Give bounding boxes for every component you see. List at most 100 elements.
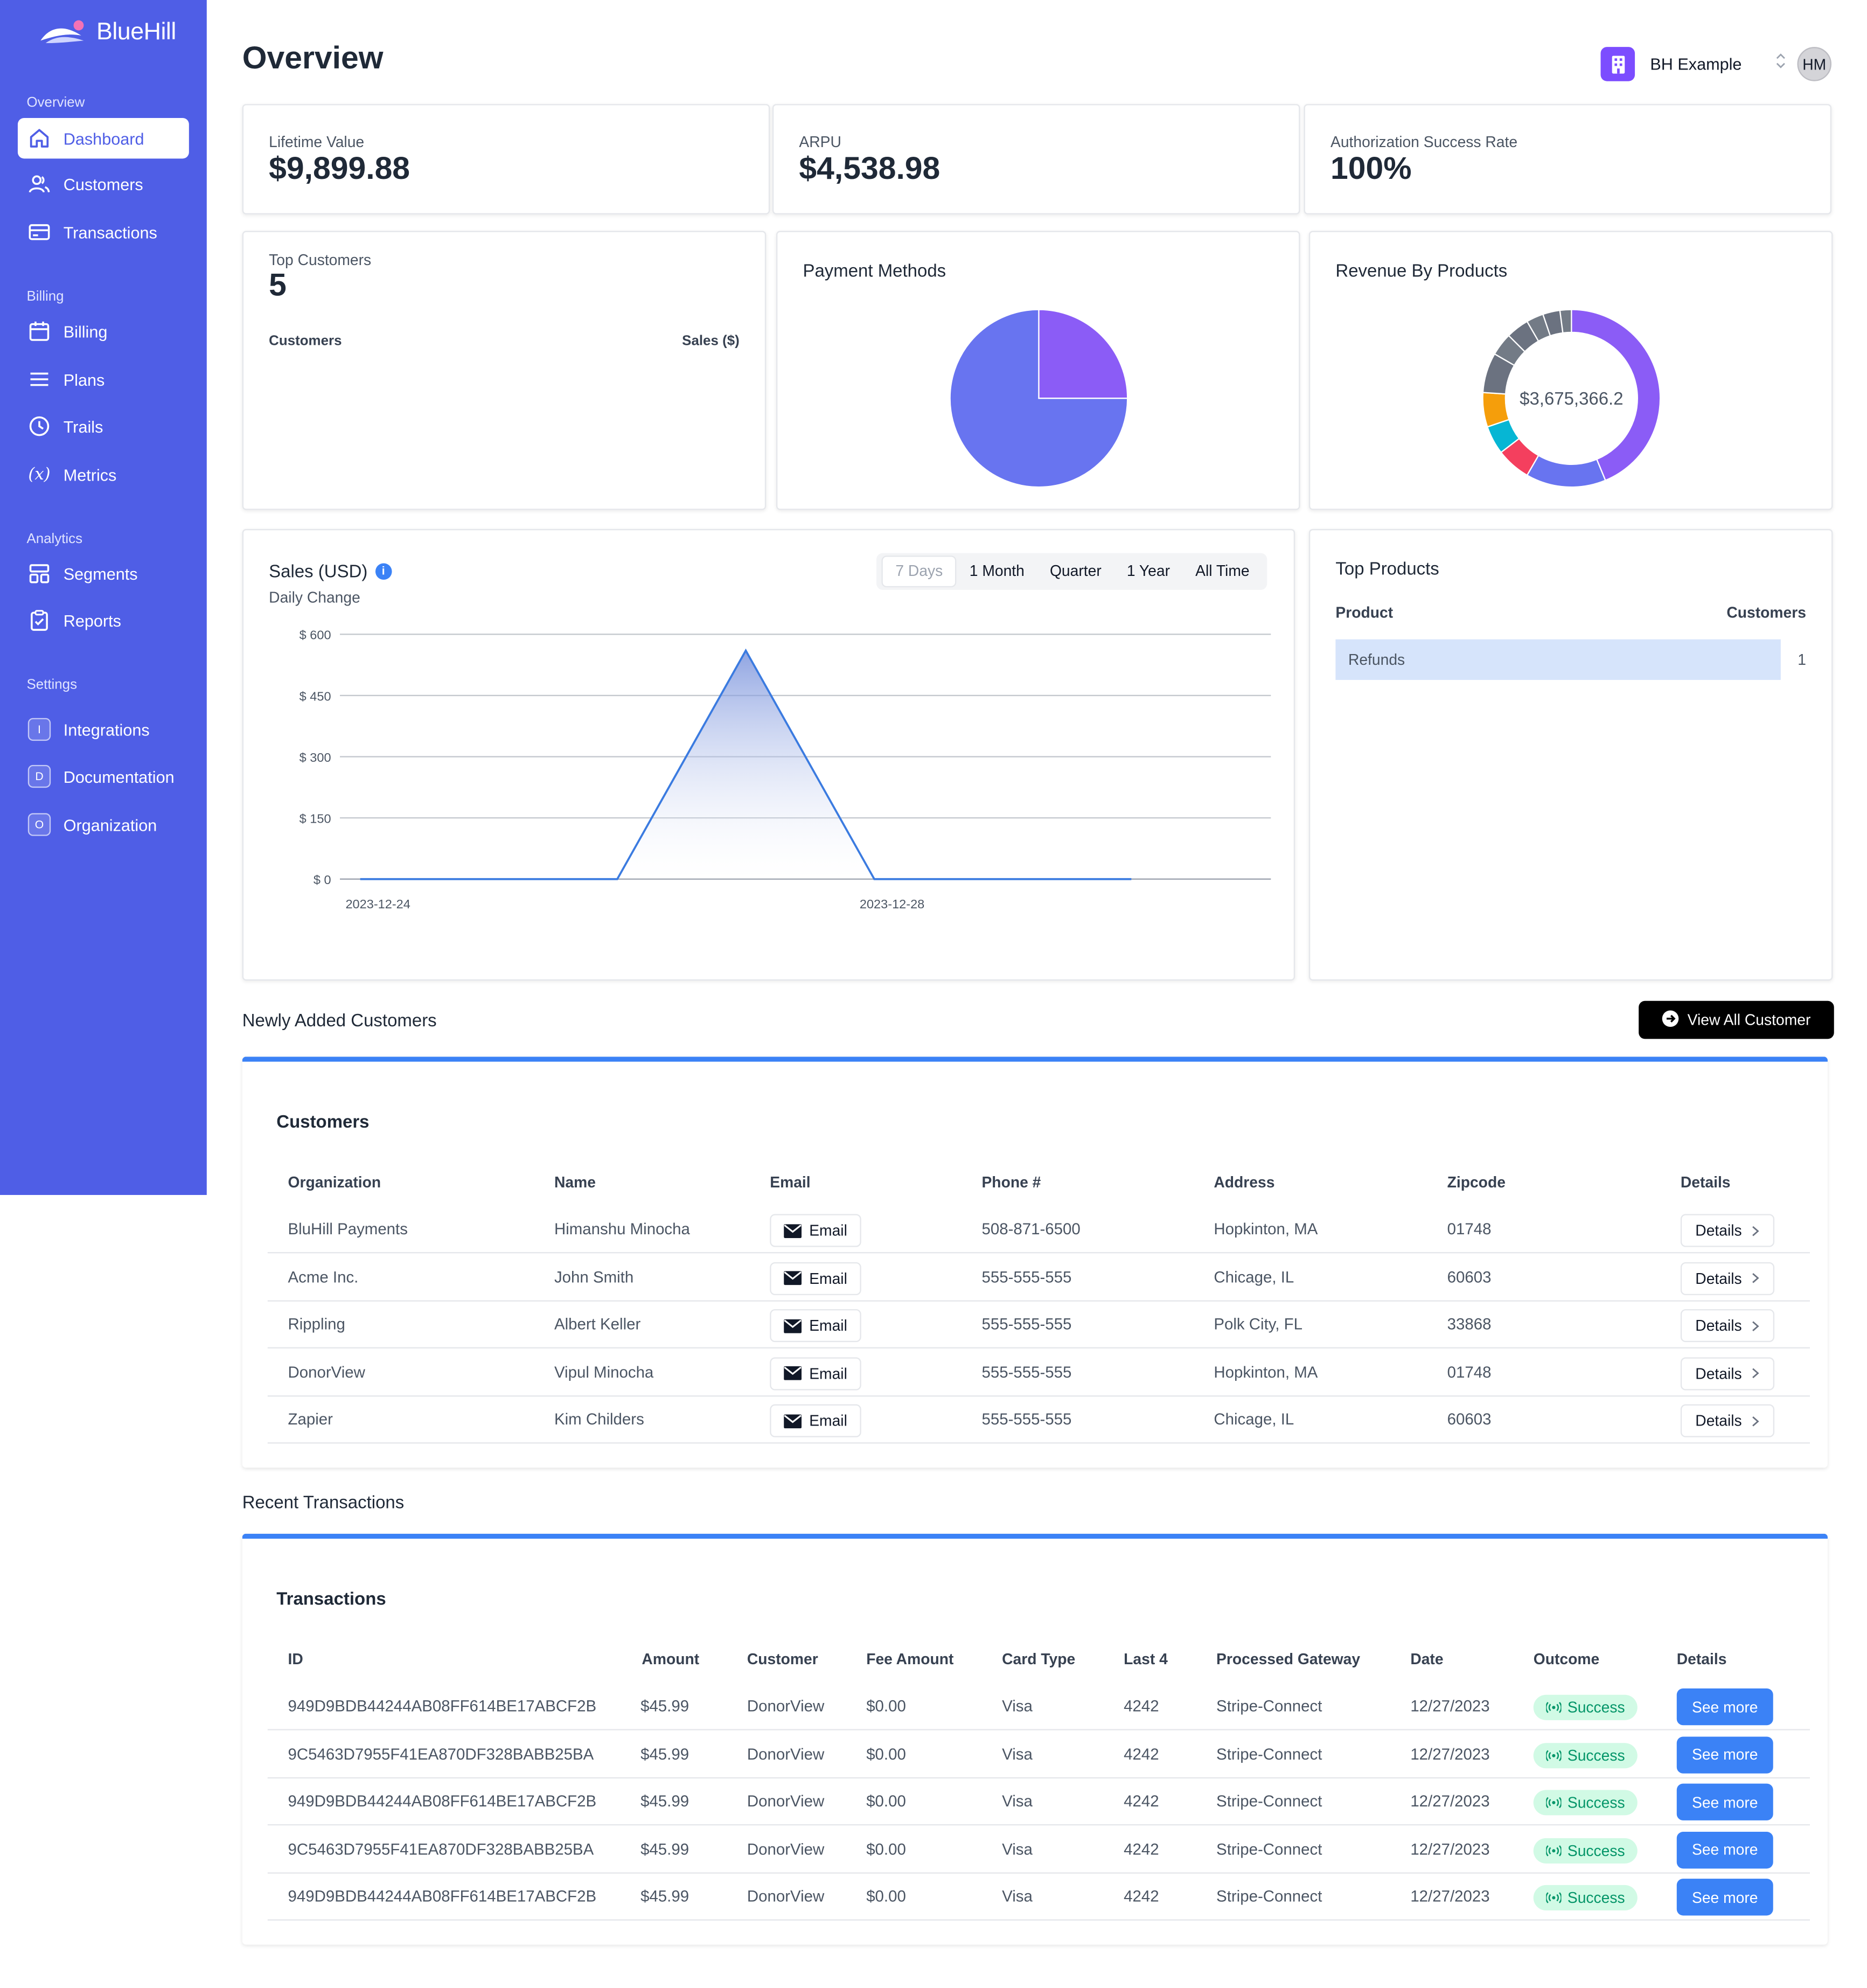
sidebar-item-label: Integrations — [63, 720, 150, 739]
section-title-recent-transactions: Recent Transactions — [242, 1492, 405, 1512]
status-badge: Success — [1533, 1837, 1638, 1863]
sidebar-item-trails[interactable]: Trails — [18, 406, 189, 446]
email-button[interactable]: Email — [770, 1357, 861, 1390]
see-more-button[interactable]: See more — [1676, 1736, 1773, 1773]
button-label: View All Customer — [1687, 1011, 1811, 1029]
cell-amount: $45.99 — [640, 1840, 689, 1858]
series-area — [360, 650, 1132, 879]
range-1-year[interactable]: 1 Year — [1126, 562, 1171, 580]
info-icon[interactable]: i — [375, 562, 392, 579]
sidebar-item-integrations[interactable]: I Integrations — [18, 709, 189, 749]
cell-date: 12/27/2023 — [1410, 1792, 1490, 1811]
sidebar-item-label: Segments — [63, 564, 138, 583]
email-button[interactable]: Email — [770, 1309, 861, 1343]
sidebar-item-metrics[interactable]: (x) Metrics — [18, 454, 189, 495]
pie-slice[interactable] — [949, 309, 1128, 488]
cell-customer: DonorView — [747, 1744, 825, 1763]
brand-logo[interactable]: BlueHill — [38, 18, 176, 48]
donut-segment[interactable] — [1526, 454, 1606, 488]
avatar[interactable]: HM — [1797, 47, 1832, 81]
product-customer-count: 1 — [1798, 650, 1806, 669]
details-button[interactable]: Details — [1680, 1404, 1775, 1437]
cell-gateway: Stripe-Connect — [1216, 1840, 1322, 1858]
column-header: Outcome — [1533, 1650, 1600, 1669]
stat-label: Lifetime Value — [269, 133, 365, 151]
column-header: Email — [770, 1173, 811, 1191]
sidebar-item-billing[interactable]: Billing — [18, 311, 189, 351]
range-all-time[interactable]: All Time — [1195, 562, 1250, 580]
brand-name: BlueHill — [96, 19, 176, 46]
sidebar-item-organization[interactable]: O Organization — [18, 804, 189, 845]
view-all-customer-button[interactable]: View All Customer — [1639, 1000, 1834, 1039]
sidebar: BlueHill Overview Dashboard Customers Tr… — [0, 0, 207, 1195]
details-button[interactable]: Details — [1680, 1309, 1775, 1343]
cell-fee-amount: $0.00 — [866, 1887, 906, 1906]
sidebar-item-transactions[interactable]: Transactions — [18, 212, 189, 252]
sidebar-item-segments[interactable]: Segments — [18, 553, 189, 594]
signal-icon — [1545, 1749, 1562, 1761]
table-row: Rippling Albert Keller Email 555-555-555 Pol… — [267, 1302, 1810, 1348]
sidebar-item-documentation[interactable]: D Documentation — [18, 756, 189, 796]
stat-value: $4,538.98 — [799, 151, 941, 187]
cell-card-type: Visa — [1002, 1697, 1033, 1715]
mail-icon — [784, 1224, 802, 1238]
see-more-button[interactable]: See more — [1676, 1831, 1773, 1868]
card-title: Transactions — [276, 1588, 386, 1609]
payment-methods-pie-chart — [949, 309, 1128, 488]
see-more-button[interactable]: See more — [1676, 1688, 1773, 1726]
documentation-letter-icon: D — [27, 764, 51, 788]
cell-name: Vipul Minocha — [554, 1363, 654, 1381]
table-row: BluHill Payments Himanshu Minocha Email 508… — [267, 1206, 1810, 1254]
donut-center-label: $3,675,366.2 — [1520, 388, 1623, 408]
cell-address: Chicage, IL — [1214, 1268, 1294, 1286]
see-more-button[interactable]: See more — [1676, 1879, 1773, 1916]
series-line — [360, 648, 1132, 880]
see-more-button[interactable]: See more — [1676, 1783, 1773, 1820]
details-button[interactable]: Details — [1680, 1261, 1775, 1295]
details-button[interactable]: Details — [1680, 1214, 1775, 1247]
donut-segment[interactable] — [1571, 309, 1661, 482]
transactions-table-card: Transactions ID Amount Customer Fee Amou… — [242, 1533, 1828, 1945]
cell-id: 9C5463D7955F41EA870DF328BABB25BA — [288, 1744, 594, 1763]
payment-methods-card: Payment Methods — [776, 231, 1300, 510]
product-name: Refunds — [1348, 650, 1405, 669]
pie-slice[interactable] — [1038, 309, 1128, 399]
org-switcher[interactable]: BH Example — [1600, 47, 1787, 81]
chevron-up-down-icon[interactable] — [1774, 51, 1787, 77]
email-button[interactable]: Email — [770, 1404, 861, 1437]
sidebar-item-customers[interactable]: Customers — [18, 164, 189, 204]
cell-customer: DonorView — [747, 1887, 825, 1906]
sidebar-item-label: Metrics — [63, 464, 117, 484]
button-label: Details — [1695, 1364, 1742, 1382]
table-row: 949D9BDB44244AB08FF614BE17ABCF2B $45.99 Do… — [267, 1684, 1810, 1730]
product-bar-refunds: Refunds — [1335, 639, 1781, 680]
button-label: Email — [809, 1364, 847, 1382]
sidebar-item-plans[interactable]: Plans — [18, 359, 189, 399]
cell-fee-amount: $0.00 — [866, 1840, 906, 1858]
cell-name: Himanshu Minocha — [554, 1220, 690, 1239]
donut-segment[interactable] — [1559, 309, 1572, 334]
cell-date: 12/27/2023 — [1410, 1840, 1490, 1858]
column-header: ID — [288, 1650, 303, 1669]
status-badge: Success — [1533, 1790, 1638, 1816]
top-customers-card: Top Customers 5 Customers Sales ($) — [242, 231, 767, 510]
cell-phone: 555-555-555 — [981, 1410, 1072, 1429]
range-7-days[interactable]: 7 Days — [881, 555, 957, 588]
revenue-by-products-card: Revenue By Products $3,675,366.2 — [1308, 231, 1833, 510]
range-1-month[interactable]: 1 Month — [969, 562, 1025, 580]
details-button[interactable]: Details — [1680, 1357, 1775, 1390]
cell-organization: DonorView — [288, 1363, 365, 1381]
stat-value: $9,899.88 — [269, 151, 410, 187]
sidebar-item-reports[interactable]: Reports — [18, 600, 189, 641]
x-tick-label: 2023-12-28 — [860, 897, 924, 911]
email-button[interactable]: Email — [770, 1261, 861, 1295]
column-header: Amount — [642, 1650, 700, 1669]
email-button[interactable]: Email — [770, 1214, 861, 1247]
cell-name: John Smith — [554, 1268, 634, 1286]
organization-letter-icon: O — [27, 813, 51, 836]
sidebar-item-dashboard[interactable]: Dashboard — [17, 117, 189, 159]
range-quarter[interactable]: Quarter — [1049, 562, 1102, 580]
cell-last-4: 4242 — [1124, 1887, 1159, 1906]
cell-phone: 508-871-6500 — [981, 1220, 1081, 1239]
cell-date: 12/27/2023 — [1410, 1697, 1490, 1715]
